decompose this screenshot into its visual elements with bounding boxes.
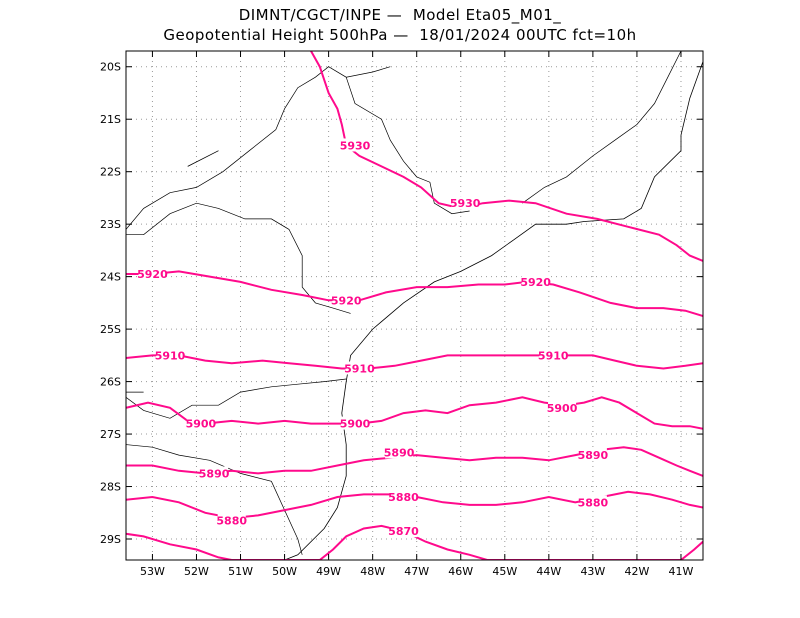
x-tick-label: 44W xyxy=(536,565,561,578)
title-line-1: DIMNT/CGCT/INPE — Model Eta05_M01_ xyxy=(238,6,562,24)
x-tick-label: 43W xyxy=(580,565,605,578)
contour-5890 xyxy=(126,446,703,477)
y-tick-label: 20S xyxy=(100,61,121,74)
contour-label-5910: 5910 xyxy=(344,362,375,375)
y-tick-label: 22S xyxy=(100,166,121,179)
x-tick-label: 45W xyxy=(492,565,517,578)
state-boundary xyxy=(126,378,347,419)
state-boundary xyxy=(126,202,351,314)
contour-label-bg xyxy=(332,293,361,307)
x-tick-label: 52W xyxy=(184,565,209,578)
contour-label-bg xyxy=(385,445,414,459)
contour-label-bg xyxy=(451,196,480,210)
contour-5910 xyxy=(126,354,703,370)
contour-label-5920: 5920 xyxy=(137,268,168,281)
x-tick-label: 50W xyxy=(272,565,297,578)
coastline-segment xyxy=(284,61,703,560)
coastline xyxy=(126,61,703,560)
contour-label-bg xyxy=(341,416,370,430)
y-tick-label: 29S xyxy=(100,533,121,546)
contour-label-5880: 5880 xyxy=(388,491,419,504)
contour-label-bg xyxy=(578,495,607,509)
contour-label-bg xyxy=(389,490,418,504)
latitude-ticks: 20S 21S 22S 23S 24S 25S 26S 27S 28S 29S xyxy=(100,61,703,546)
contour-label-bg xyxy=(186,416,215,430)
state-boundary xyxy=(126,66,391,230)
state-boundary xyxy=(522,51,682,204)
contour-label-5890: 5890 xyxy=(199,467,230,480)
contour-label-bg xyxy=(217,513,246,527)
contour-label-bg xyxy=(345,361,374,375)
contour-label-5880: 5880 xyxy=(578,496,609,509)
contour-label-5930: 5930 xyxy=(340,139,371,152)
state-boundary xyxy=(345,77,470,215)
contour-label-5910: 5910 xyxy=(155,349,186,362)
contour-label-bg xyxy=(138,267,167,281)
x-tick-label: 47W xyxy=(404,565,429,578)
y-tick-label: 25S xyxy=(100,323,121,336)
y-tick-label: 21S xyxy=(100,113,121,126)
contour-label-5890: 5890 xyxy=(384,446,415,459)
contour-label-bg xyxy=(578,448,607,462)
graticule xyxy=(126,51,703,560)
x-tick-label: 42W xyxy=(624,565,649,578)
contour-label-bg xyxy=(156,348,185,362)
contour-label-5920: 5920 xyxy=(520,276,551,289)
contour-5930 xyxy=(310,51,703,262)
contour-label-5880: 5880 xyxy=(216,515,247,528)
contour-label-bg xyxy=(521,274,550,288)
x-tick-label: 48W xyxy=(360,565,385,578)
x-tick-label: 46W xyxy=(448,565,473,578)
contour-label-5920: 5920 xyxy=(331,294,362,307)
y-tick-label: 28S xyxy=(100,481,121,494)
x-tick-label: 49W xyxy=(316,565,341,578)
x-tick-label: 41W xyxy=(669,565,694,578)
longitude-ticks: 53W 52W 51W 50W 49W 48W 47W 46W 45W 44W 43W 42W 41W xyxy=(140,51,694,578)
x-tick-label: 53W xyxy=(140,565,165,578)
contour-label-bg xyxy=(539,348,568,362)
contour-label-5910: 5910 xyxy=(538,349,569,362)
contour-labels: 5930 5930 5920 5920 5920 5910 5910 5910 5900 5900… xyxy=(137,138,609,538)
contour-label-5900: 5900 xyxy=(340,418,371,431)
contour-label-bg xyxy=(389,524,418,538)
title-line-2: Geopotential Height 500hPa — 18/01/2024 … xyxy=(163,26,637,44)
y-tick-label: 23S xyxy=(100,218,121,231)
contour-label-5900: 5900 xyxy=(186,418,217,431)
contour-5900 xyxy=(126,396,703,430)
contour-label-bg xyxy=(548,400,577,414)
contour-label-5890: 5890 xyxy=(578,449,609,462)
contour-label-5870: 5870 xyxy=(388,525,419,538)
y-tick-label: 24S xyxy=(100,271,121,284)
contour-5870 xyxy=(126,524,703,560)
contour-label-5900: 5900 xyxy=(547,402,578,415)
contour-5920 xyxy=(126,270,703,317)
y-tick-label: 26S xyxy=(100,376,121,389)
height-contours xyxy=(126,51,703,560)
contour-label-5930: 5930 xyxy=(450,197,481,210)
map-frame xyxy=(125,50,704,561)
y-tick-label: 27S xyxy=(100,428,121,441)
contour-label-bg xyxy=(341,138,370,152)
contour-label-bg xyxy=(200,466,229,480)
x-tick-label: 51W xyxy=(228,565,253,578)
coastline-segment xyxy=(187,150,219,167)
